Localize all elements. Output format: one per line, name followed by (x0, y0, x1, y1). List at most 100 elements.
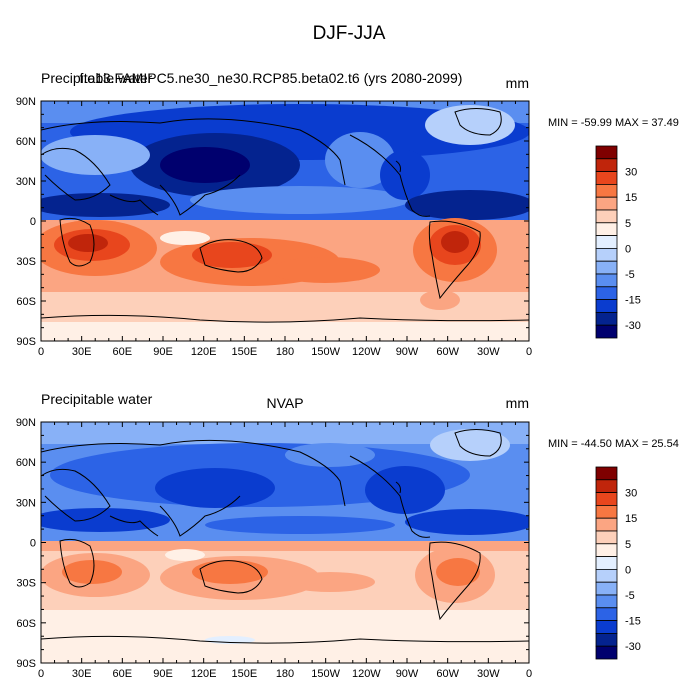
colorbar-swatch (595, 543, 618, 557)
x-tick-label: 180 (276, 668, 294, 680)
colorbar-swatch (595, 645, 618, 660)
colorbar-swatch (595, 183, 618, 198)
y-tick-label: 0 (30, 538, 36, 550)
colorbar-swatch (595, 311, 618, 326)
panel-obs: Precipitable water NVAP mm (16, 391, 679, 680)
x-tick-label: 30W (477, 668, 500, 680)
x-tick-label: 120E (191, 346, 217, 358)
colorbar-swatch (595, 620, 618, 634)
colorbar-swatch (595, 145, 618, 160)
colorbar-label: 5 (625, 539, 631, 551)
colorbar-label: 30 (625, 167, 637, 179)
colorbar-swatch (595, 299, 618, 313)
panel-model-left-label: Precipitable water (41, 70, 153, 86)
colorbar-label: 5 (625, 218, 631, 230)
x-tick-label: 90E (153, 346, 173, 358)
panel-obs-colorbar: 30 15 5 0 -5 -15 -30 (595, 466, 641, 660)
colorbar-label: -5 (625, 269, 635, 281)
x-tick-label: 90W (396, 668, 419, 680)
colorbar-swatch (595, 492, 618, 506)
y-tick-label: 60S (16, 618, 36, 630)
colorbar-swatch (595, 633, 618, 647)
y-tick-label: 90N (16, 96, 36, 108)
colorbar-swatch (595, 517, 618, 532)
x-tick-label: 150W (311, 346, 340, 358)
colorbar-swatch (595, 235, 618, 249)
x-tick-label: 60E (113, 346, 133, 358)
panel-obs-x-axis: 0 30E 60E 90E 120E 150E 180 150W 120W 90W 60W 30W 0 (38, 422, 532, 680)
colorbar-label: -30 (625, 320, 641, 332)
panel-model-units-label: mm (506, 75, 529, 91)
y-tick-label: 60S (16, 296, 36, 308)
panel-obs-y-axis: 90N 60N 30N 0 30S 60S 90S (16, 417, 529, 670)
y-tick-label: 60N (16, 136, 36, 148)
colorbar-label: -5 (625, 590, 635, 602)
panel-model-center-label: f.e13.FAMIPC5.ne30_ne30.RCP85.beta02.t6 … (80, 70, 463, 86)
panel-obs-units-label: mm (506, 395, 529, 411)
colorbar-label: 30 (625, 488, 637, 500)
panel-obs-center-label: NVAP (266, 395, 303, 411)
x-tick-label: 0 (38, 668, 44, 680)
colorbar-label: 15 (625, 513, 637, 525)
colorbar-swatch (595, 479, 618, 493)
colorbar-label: 15 (625, 192, 637, 204)
colorbar-swatch (595, 260, 618, 275)
x-tick-label: 150W (311, 668, 340, 680)
y-tick-label: 90S (16, 658, 36, 670)
x-tick-label: 30W (477, 346, 500, 358)
colorbar-swatch (595, 504, 618, 519)
x-tick-label: 0 (38, 346, 44, 358)
colorbar-swatch (595, 286, 618, 300)
y-tick-label: 0 (30, 216, 36, 228)
colorbar-swatch (595, 273, 618, 288)
x-tick-label: 90E (153, 668, 173, 680)
colorbar-swatch (595, 607, 618, 621)
colorbar-swatch (595, 324, 618, 339)
x-tick-label: 150E (231, 346, 257, 358)
panel-model-x-axis: 0 30E 60E 90E 120E 150E 180 150W 120W 90W 60W 30W 0 (38, 101, 532, 358)
panel-obs-coastlines (41, 429, 529, 644)
x-tick-label: 30E (72, 668, 92, 680)
panel-model-coastlines (41, 108, 529, 323)
x-tick-label: 60E (113, 668, 133, 680)
colorbar-label: 0 (625, 564, 631, 576)
x-tick-label: 60W (436, 346, 459, 358)
colorbar-swatch (595, 247, 618, 262)
colorbar-swatch (595, 171, 618, 185)
colorbar-label: 0 (625, 243, 631, 255)
x-tick-label: 0 (526, 346, 532, 358)
colorbar-swatch (595, 556, 618, 570)
x-tick-label: 180 (276, 346, 294, 358)
colorbar-label: -30 (625, 641, 641, 653)
colorbar-label: -15 (625, 616, 641, 628)
y-tick-label: 90S (16, 336, 36, 348)
main-title: DJF-JJA (313, 23, 386, 44)
colorbar-swatch (595, 222, 618, 237)
panel-model-map (41, 101, 529, 341)
colorbar-swatch (595, 209, 618, 224)
x-tick-label: 120E (191, 668, 217, 680)
y-tick-label: 30S (16, 578, 36, 590)
x-tick-label: 0 (526, 668, 532, 680)
colorbar-swatch (595, 530, 618, 545)
panel-model-y-axis: 90N 60N 30N 0 30S 60S 90S (16, 96, 529, 348)
panel-model-colorbar: 30 15 5 0 -5 -15 -30 (595, 145, 641, 339)
colorbar-label: -15 (625, 295, 641, 307)
x-tick-label: 30E (72, 346, 92, 358)
y-tick-label: 30N (16, 497, 36, 509)
panel-model-stats: MIN = -59.99 MAX = 37.49 (548, 117, 679, 129)
x-tick-label: 90W (396, 346, 419, 358)
colorbar-swatch (595, 196, 618, 211)
y-tick-label: 30N (16, 176, 36, 188)
x-tick-label: 150E (231, 668, 257, 680)
colorbar-swatch (595, 594, 618, 609)
colorbar-swatch (595, 158, 618, 173)
x-tick-label: 60W (436, 668, 459, 680)
x-tick-label: 120W (352, 346, 381, 358)
x-tick-label: 120W (352, 668, 381, 680)
colorbar-swatch (595, 569, 618, 583)
y-tick-label: 60N (16, 457, 36, 469)
colorbar-swatch (595, 581, 618, 596)
panel-obs-stats: MIN = -44.50 MAX = 25.54 (548, 438, 679, 450)
